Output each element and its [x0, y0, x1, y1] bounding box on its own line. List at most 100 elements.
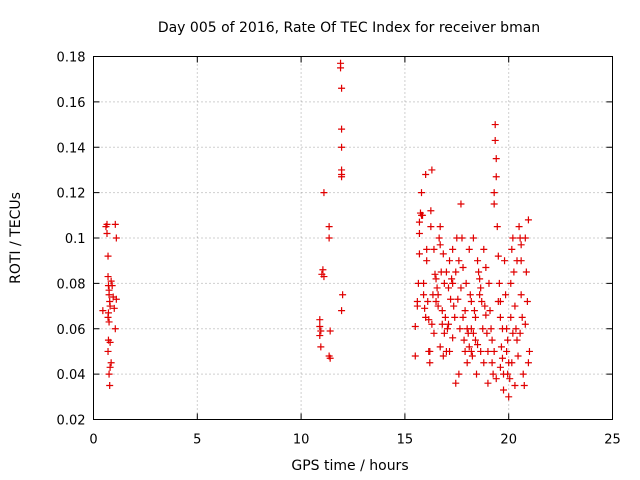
data-point — [508, 359, 516, 367]
x-tick-label: 10 — [293, 433, 310, 448]
y-tick-label: 0.04 — [57, 368, 86, 383]
data-point — [493, 223, 501, 231]
data-point — [519, 370, 527, 378]
data-point — [482, 263, 490, 271]
y-tick-label: 0.12 — [57, 187, 86, 202]
data-point — [451, 313, 459, 321]
data-point — [492, 375, 500, 383]
data-point — [316, 316, 324, 324]
data-point — [512, 325, 520, 333]
data-point — [523, 298, 531, 306]
data-point — [415, 218, 423, 226]
data-point — [107, 359, 115, 367]
data-point — [496, 363, 504, 371]
data-point — [501, 257, 509, 265]
data-point — [438, 307, 446, 315]
data-point — [449, 279, 457, 287]
data-point — [104, 252, 112, 260]
data-point — [476, 291, 484, 299]
data-point — [106, 338, 114, 346]
data-point — [112, 295, 120, 303]
data-point — [339, 291, 347, 299]
data-point — [426, 359, 434, 367]
data-point — [103, 229, 111, 237]
data-point — [509, 329, 517, 337]
data-point — [491, 121, 499, 129]
data-point — [484, 379, 492, 387]
data-point — [430, 329, 438, 337]
data-point — [436, 343, 444, 351]
data-point — [440, 279, 448, 287]
data-point — [508, 245, 516, 253]
x-axis-label: GPS time / hours — [291, 458, 408, 474]
data-point — [455, 257, 463, 265]
data-point — [490, 347, 498, 355]
data-point — [515, 223, 523, 231]
data-point — [411, 322, 419, 330]
data-point — [504, 370, 512, 378]
data-point — [474, 341, 482, 349]
data-point — [474, 257, 482, 265]
data-point — [103, 220, 111, 228]
data-point — [432, 298, 440, 306]
data-point — [423, 257, 431, 265]
data-point — [459, 313, 467, 321]
data-point — [444, 284, 452, 292]
data-point — [507, 279, 515, 287]
data-point — [477, 284, 485, 292]
data-point — [449, 245, 457, 253]
data-point — [471, 336, 479, 344]
data-point — [452, 268, 460, 276]
data-points — [99, 59, 533, 401]
data-point — [457, 200, 465, 208]
data-point — [450, 302, 458, 310]
data-point — [500, 386, 508, 394]
data-point — [420, 291, 428, 299]
data-point — [421, 304, 429, 312]
data-point — [419, 211, 427, 219]
data-point — [481, 302, 489, 310]
data-point — [106, 302, 114, 310]
data-point — [473, 370, 481, 378]
data-point — [521, 320, 529, 328]
data-point — [338, 125, 346, 133]
data-point — [106, 363, 114, 371]
data-point — [439, 352, 447, 360]
data-point — [502, 291, 510, 299]
y-axis-label: ROTI / TECUs — [8, 192, 24, 284]
data-point — [492, 155, 500, 163]
data-point — [449, 334, 457, 342]
data-point — [459, 263, 467, 271]
data-point — [434, 302, 442, 310]
data-point — [440, 329, 448, 337]
data-point — [521, 234, 529, 242]
data-point — [505, 393, 513, 401]
data-point — [320, 273, 328, 281]
data-point — [415, 229, 423, 237]
data-point — [465, 245, 473, 253]
data-point — [466, 291, 474, 299]
x-tick-label: 20 — [500, 433, 517, 448]
data-point — [520, 381, 528, 389]
y-tick-label: 0.08 — [57, 277, 86, 292]
data-point — [105, 318, 113, 326]
data-point — [492, 173, 500, 181]
data-point — [494, 298, 502, 306]
data-point — [460, 336, 468, 344]
data-point — [517, 241, 525, 249]
y-tick-label: 0.18 — [57, 51, 86, 66]
y-tick-label: 0.1 — [65, 232, 86, 247]
data-point — [431, 270, 439, 278]
data-point — [338, 307, 346, 315]
data-point — [108, 282, 116, 290]
data-point — [478, 298, 486, 306]
data-point — [338, 84, 346, 92]
data-point — [465, 343, 473, 351]
data-point — [439, 250, 447, 258]
data-point — [488, 359, 496, 367]
data-point — [487, 325, 495, 333]
data-point — [480, 359, 488, 367]
data-point — [524, 216, 532, 224]
data-point — [497, 343, 505, 351]
